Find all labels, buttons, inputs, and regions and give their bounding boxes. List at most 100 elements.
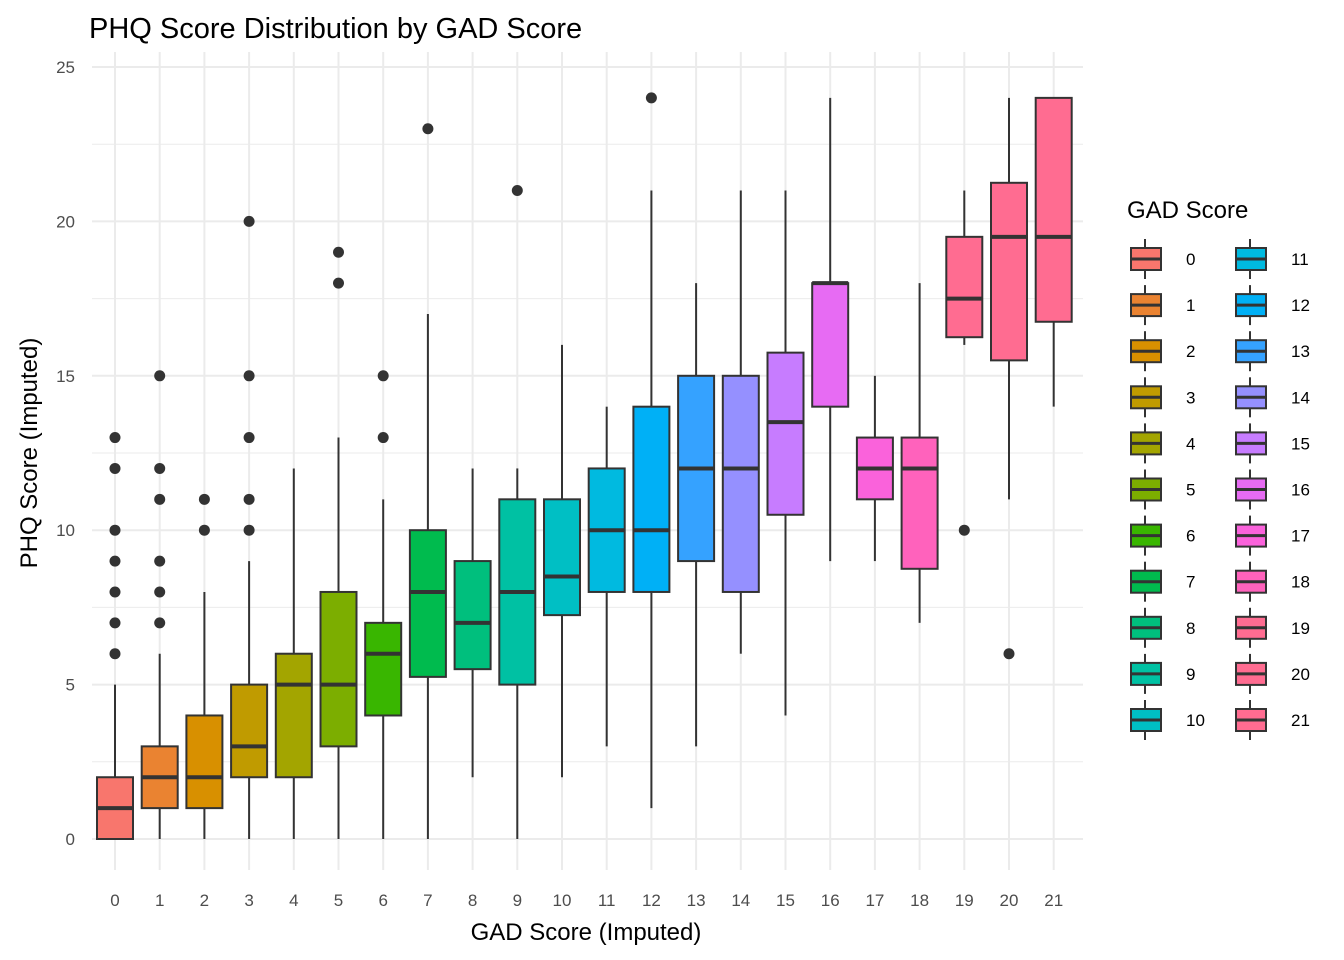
legend-item: 18: [1235, 561, 1310, 602]
box: [185, 714, 224, 810]
legend: GAD Score 012345678910111213141516171819…: [1127, 197, 1310, 740]
legend-item: 4: [1130, 423, 1195, 464]
y-tick-label: 20: [56, 212, 75, 231]
outlier-point: [154, 370, 166, 382]
legend-label: 20: [1291, 665, 1310, 684]
legend-label: 12: [1291, 296, 1310, 315]
outlier-point: [109, 617, 121, 629]
legend-label: 6: [1186, 527, 1195, 546]
legend-item: 20: [1235, 653, 1310, 694]
box-group: [632, 92, 671, 809]
legend-label: 13: [1291, 342, 1310, 361]
legend-item: 8: [1130, 607, 1195, 648]
legend-label: 19: [1291, 619, 1310, 638]
box-group: [498, 185, 537, 839]
x-tick-label: 5: [334, 891, 343, 910]
x-tick-label: 16: [821, 891, 840, 910]
box: [945, 235, 984, 339]
outlier-point: [1003, 648, 1015, 660]
legend-item: 1: [1130, 285, 1195, 326]
outlier-point: [243, 493, 255, 505]
box-group: [677, 283, 716, 747]
legend-item: 7: [1130, 561, 1195, 602]
box-group: [274, 468, 313, 839]
outlier-point: [511, 185, 523, 197]
x-tick-label: 19: [955, 891, 974, 910]
legend-label: 11: [1291, 250, 1309, 269]
x-tick-label: 3: [244, 891, 253, 910]
outlier-point: [198, 493, 210, 505]
box: [900, 436, 939, 570]
box: [1034, 96, 1073, 323]
legend-label: 16: [1291, 481, 1310, 500]
box: [230, 683, 269, 779]
legend-label: 9: [1186, 665, 1195, 684]
box: [274, 652, 313, 779]
legend-item: 5: [1130, 469, 1195, 510]
outlier-point: [109, 524, 121, 536]
chart-title: PHQ Score Distribution by GAD Score: [89, 13, 582, 45]
legend-label: 17: [1291, 527, 1310, 546]
legend-label: 10: [1186, 711, 1205, 730]
x-tick-label: 0: [110, 891, 119, 910]
outlier-point: [377, 432, 389, 444]
outlier-point: [333, 277, 344, 289]
outlier-point: [645, 92, 657, 104]
x-tick-label: 13: [687, 891, 706, 910]
box-group: [945, 190, 984, 536]
y-axis-ticks: 0 5 10 15 20 25: [56, 58, 75, 849]
legend-label: 15: [1291, 434, 1310, 453]
x-tick-label: 17: [865, 891, 884, 910]
outlier-point: [154, 617, 166, 629]
box-group: [1034, 96, 1073, 407]
box-group: [185, 493, 224, 839]
y-tick-label: 0: [66, 830, 75, 849]
legend-item: 12: [1235, 285, 1310, 326]
outlier-point: [198, 524, 210, 536]
box: [811, 282, 850, 408]
box: [990, 181, 1028, 362]
x-tick-label: 9: [513, 891, 522, 910]
outlier-point: [377, 370, 389, 382]
legend-label: 14: [1291, 388, 1310, 407]
outlier-point: [154, 493, 166, 505]
outlier-point: [243, 524, 255, 536]
x-tick-label: 15: [776, 891, 795, 910]
legend-label: 2: [1186, 342, 1195, 361]
box: [408, 529, 447, 678]
plot-area: [96, 92, 1073, 840]
box-group: [140, 370, 179, 839]
y-axis-title: PHQ Score (Imputed): [16, 338, 43, 569]
legend-item: 3: [1130, 377, 1195, 418]
x-tick-label: 14: [731, 891, 750, 910]
outlier-point: [109, 462, 121, 474]
box: [721, 374, 760, 593]
box-group: [408, 123, 447, 839]
box: [543, 498, 581, 617]
box-group: [587, 406, 626, 747]
box: [766, 351, 805, 516]
legend-item: 0: [1130, 239, 1195, 279]
box-group: [543, 344, 581, 778]
outlier-point: [154, 586, 166, 598]
outlier-point: [154, 462, 166, 474]
legend-item: 16: [1235, 469, 1310, 510]
box: [453, 560, 492, 671]
y-tick-label: 25: [56, 58, 75, 77]
x-tick-label: 10: [553, 891, 572, 910]
x-tick-label: 4: [289, 891, 298, 910]
legend-item: 21: [1235, 700, 1310, 740]
outlier-point: [109, 586, 121, 598]
legend-item: 2: [1130, 331, 1195, 372]
x-axis-ticks: 0 1 2 3 4 5 6 7 8 9 10 11 12 13 14 15 16 17 18 19 20 21: [110, 891, 1063, 910]
legend-label: 1: [1186, 296, 1195, 315]
outlier-point: [243, 370, 255, 382]
legend-label: 8: [1186, 619, 1195, 638]
legend-label: 5: [1186, 481, 1195, 500]
x-tick-label: 8: [468, 891, 477, 910]
x-tick-label: 12: [642, 891, 661, 910]
box-group: [766, 190, 805, 716]
legend-label: 21: [1291, 711, 1310, 730]
outlier-point: [243, 215, 255, 227]
